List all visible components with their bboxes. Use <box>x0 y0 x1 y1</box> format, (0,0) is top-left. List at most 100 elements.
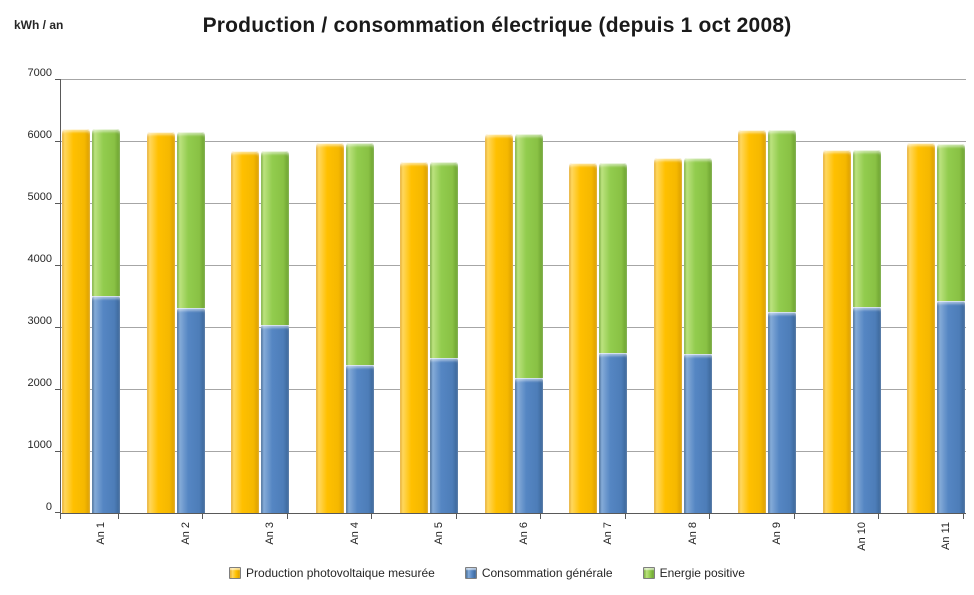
x-axis-label: An 11 <box>940 522 952 550</box>
legend-item: Energie positive <box>642 566 745 580</box>
x-axis-label: An 9 <box>771 522 783 545</box>
x-axis-label: An 3 <box>264 522 276 545</box>
y-axis-label: 1000 <box>27 439 52 451</box>
segment-energie-positive <box>599 163 627 354</box>
bar-production <box>738 129 766 513</box>
x-axis-tick <box>202 514 203 519</box>
gridline-6000 <box>61 141 966 142</box>
bar-stacked <box>176 79 205 513</box>
bar-stacked <box>599 79 627 513</box>
y-axis-label: 7000 <box>27 67 52 79</box>
bar-stacked <box>430 79 458 513</box>
bar-stacked <box>514 79 543 513</box>
y-axis-tick <box>55 327 60 328</box>
x-axis-tick <box>709 514 710 519</box>
x-axis-label: An 2 <box>179 522 192 545</box>
x-axis-tick <box>371 514 372 519</box>
category-an-7: An 7 <box>568 79 653 545</box>
y-axis-unit-label: kWh / an <box>14 18 64 32</box>
bar-production <box>569 163 597 513</box>
category-an-10: An 10 <box>822 79 907 551</box>
bar-production <box>484 134 513 513</box>
x-axis-tick <box>624 514 626 519</box>
segment-energie-positive <box>176 131 205 308</box>
category-an-8: An 8 <box>653 79 738 545</box>
x-axis-label: An 5 <box>433 522 445 545</box>
x-axis-tick <box>455 514 457 519</box>
y-axis-tick <box>55 512 60 513</box>
segment-energie-positive <box>683 157 712 355</box>
gridline-2000 <box>61 389 966 390</box>
bar-stacked <box>683 79 712 513</box>
bar-production <box>907 143 935 513</box>
category-an-9: An 9 <box>737 79 822 545</box>
y-axis-tick <box>55 79 60 80</box>
gridline-3000 <box>61 327 966 328</box>
gridline-7000 <box>61 79 966 80</box>
legend-swatch-icon <box>464 567 477 579</box>
legend-label: Consommation générale <box>481 566 613 580</box>
y-axis-label: 5000 <box>27 191 52 203</box>
segment-consommation <box>768 312 796 513</box>
bar-stacked <box>852 79 881 513</box>
segment-energie-positive <box>261 150 289 326</box>
segment-consommation <box>937 300 965 513</box>
y-axis-tick <box>55 203 60 204</box>
legend-label: Energie positive <box>659 566 745 580</box>
x-axis-tick <box>878 514 879 519</box>
legend-item: Consommation générale <box>464 566 613 580</box>
segment-energie-positive <box>768 129 796 313</box>
segment-energie-positive <box>430 162 458 358</box>
plot-area: 0 1000 2000 3000 4000 5000 6000 7000 An 1 An 2 An … <box>28 67 966 551</box>
category-an-1: An 1 <box>61 79 146 545</box>
y-axis-label: 3000 <box>27 315 52 327</box>
segment-consommation <box>345 364 374 513</box>
segment-consommation <box>430 358 458 513</box>
bar-production <box>400 162 428 513</box>
x-axis-label: An 1 <box>95 522 107 545</box>
x-axis-label: An 6 <box>517 522 530 545</box>
x-axis-label: An 7 <box>602 522 614 545</box>
segment-energie-positive <box>852 149 881 308</box>
bar-stacked <box>345 79 374 513</box>
legend-swatch-icon <box>229 567 242 579</box>
segment-consommation <box>261 325 289 513</box>
y-axis-tick <box>55 141 60 142</box>
y-axis-tick <box>55 389 60 390</box>
x-axis-tick <box>962 514 964 519</box>
segment-energie-positive <box>514 134 543 379</box>
bar-production <box>231 150 259 513</box>
segment-consommation <box>599 353 627 513</box>
bar-stacked <box>937 79 965 513</box>
bar-stacked <box>768 79 796 513</box>
legend-item: Production photovoltaique mesurée <box>229 566 435 580</box>
bar-stacked <box>92 79 120 513</box>
gridline-4000 <box>61 265 966 266</box>
legend: Production photovoltaique mesurée Consomm… <box>0 566 974 580</box>
x-axis-tick <box>117 514 119 519</box>
bar-production <box>315 142 344 513</box>
segment-consommation <box>92 296 120 513</box>
category-an-11: An 11 <box>906 79 974 550</box>
chart-title: Production / consommation électrique (de… <box>202 14 792 37</box>
gridline-1000 <box>61 451 966 452</box>
category-an-5: An 5 <box>399 79 484 545</box>
y-axis-label: 6000 <box>27 129 52 141</box>
segment-energie-positive <box>92 128 120 296</box>
category-an-4: An 4 <box>315 79 400 545</box>
legend-swatch-icon <box>642 567 655 579</box>
y-axis-label: 2000 <box>27 377 52 389</box>
x-axis-tick <box>286 514 288 519</box>
segment-consommation <box>176 307 205 513</box>
segment-energie-positive <box>345 142 374 365</box>
x-axis-label: An 8 <box>686 522 699 545</box>
legend-label: Production photovoltaique mesurée <box>246 566 435 580</box>
bar-production <box>62 128 90 513</box>
segment-consommation <box>852 307 881 513</box>
category-an-2: An 2 <box>146 79 231 545</box>
category-an-3: An 3 <box>230 79 315 545</box>
segment-energie-positive <box>937 143 965 301</box>
x-axis-label: An 4 <box>348 522 361 545</box>
y-axis-tick <box>55 451 60 452</box>
